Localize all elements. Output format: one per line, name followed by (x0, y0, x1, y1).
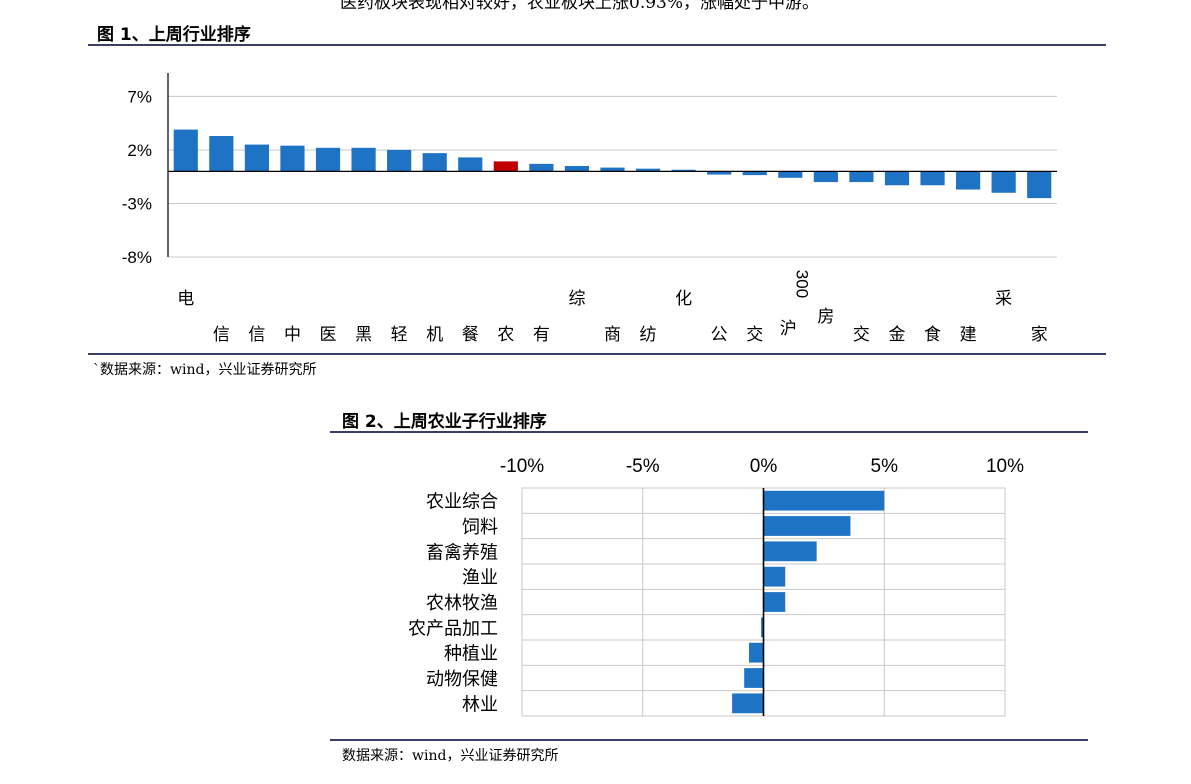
x-tick-label: -10% (500, 456, 544, 477)
x-tick-label: 电 (177, 289, 194, 309)
category-label: 渔业 (462, 568, 498, 589)
x-tick-label: 交 (853, 325, 870, 345)
bar (351, 147, 376, 172)
bar (761, 617, 764, 638)
x-tick-label: 农 (497, 325, 514, 345)
bar (529, 163, 554, 172)
x-tick-label: 餐 (462, 325, 479, 345)
x-tick-label: 综 (568, 289, 585, 309)
bar (920, 171, 945, 186)
bar (280, 145, 305, 172)
figure1-title: 图 1、上周行业排序 (97, 25, 251, 45)
x-tick-label: 300 (792, 270, 811, 298)
cut-off-paragraph: 医药板块表现相对较好，农业板块上涨0.93%，涨幅处于中游。 (340, 0, 820, 13)
bar (813, 171, 838, 183)
industry-ranking-chart: 7%2%-3%-8%电信信中医黑轻机餐农有综商 纺化公 交300沪房交金食建采家 (122, 73, 1057, 345)
bar (763, 592, 786, 612)
figure2-title: 图 2、上周农业子行业排序 (342, 412, 547, 432)
x-tick-label: 0% (750, 456, 778, 477)
category-label: 饲料 (462, 517, 498, 538)
x-tick-label: 纺 (640, 325, 657, 345)
agri-subsector-ranking-chart: -10% -5% 0% 5% 10% 农业综合饲料畜禽养殖渔业农林牧渔农产品加工种植业动物… (408, 456, 1024, 717)
x-tick-label: 医 (320, 325, 337, 345)
x-tick-label: 家 (1031, 325, 1048, 345)
category-label: 林业 (462, 694, 498, 715)
bar (763, 566, 786, 587)
x-tick-label: 机 (426, 325, 443, 345)
figure1-source: `数据来源：wind，兴业证券研究所 (93, 362, 317, 378)
bar (732, 693, 764, 714)
y-tick-label: 7% (127, 87, 152, 106)
category-label: 农林牧渔 (426, 593, 498, 614)
bar (778, 171, 803, 178)
bar (742, 171, 767, 176)
x-tick-label: 交 (746, 325, 763, 345)
figure2-bottom-rule (330, 739, 1088, 741)
figure2-top-rule (330, 431, 1088, 433)
x-tick-label: 商 (604, 325, 621, 345)
bar (707, 171, 732, 175)
bar (173, 129, 198, 172)
x-tick-label: 5% (871, 456, 899, 477)
bar (1027, 171, 1052, 199)
x-tick-label: 10% (986, 456, 1024, 477)
bar (763, 490, 885, 511)
x-tick-label: 黑 (355, 325, 372, 345)
x-tick-label: 公 (711, 325, 728, 345)
bar (244, 144, 269, 172)
bar (564, 166, 590, 172)
x-tick-label: -5% (626, 456, 660, 477)
x-tick-label: 食 (924, 325, 941, 345)
bar (387, 149, 412, 172)
bar (991, 171, 1016, 193)
bar (763, 516, 851, 536)
bar (763, 541, 817, 562)
category-label: 种植业 (444, 644, 498, 665)
bar (749, 642, 764, 663)
category-label: 农产品加工 (408, 618, 498, 639)
x-tick-label: 化 (675, 289, 692, 309)
x-tick-label: 轻 (391, 325, 408, 345)
bar (493, 161, 518, 172)
x-tick-label: 采 (995, 289, 1012, 309)
figure1-bottom-rule (88, 353, 1106, 355)
bar (884, 171, 910, 186)
x-tick-label: 沪 (780, 319, 797, 339)
x-tick-label: 信 (213, 325, 230, 345)
bar (600, 167, 625, 172)
category-label: 农业综合 (426, 492, 498, 513)
bar (315, 147, 341, 172)
bar (671, 169, 696, 172)
bar (458, 157, 483, 172)
bar (956, 171, 981, 190)
y-tick-label: -3% (122, 194, 152, 213)
x-tick-label: 金 (888, 325, 905, 345)
bar (635, 168, 661, 172)
category-label: 动物保健 (426, 669, 498, 690)
bar (849, 171, 874, 183)
figure2-source: 数据来源：wind，兴业证券研究所 (342, 748, 559, 764)
x-tick-label: 建 (960, 325, 977, 345)
x-tick-label: 房 (817, 307, 834, 327)
y-tick-label: -8% (122, 248, 152, 267)
y-tick-label: 2% (127, 141, 152, 160)
x-tick-label: 信 (248, 325, 265, 345)
bar (744, 668, 764, 688)
x-tick-label: 中 (284, 325, 301, 345)
bar (209, 136, 234, 172)
bar (422, 153, 447, 172)
figure1-top-rule (88, 44, 1106, 46)
x-tick-label: 有 (533, 325, 550, 345)
category-label: 畜禽养殖 (426, 541, 498, 563)
